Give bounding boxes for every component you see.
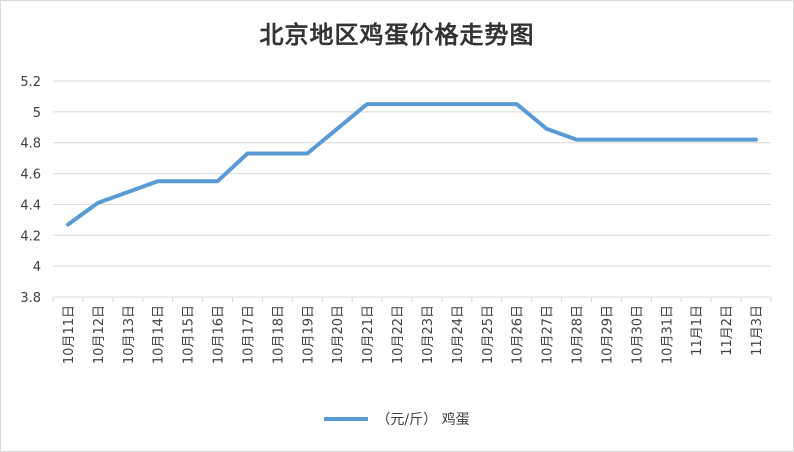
x-tick-label: 10月18日 [271, 305, 286, 364]
x-tick-label: 10月30日 [630, 305, 645, 364]
x-tick-label: 10月19日 [301, 305, 316, 364]
x-tick-label: 10月31日 [660, 305, 675, 364]
data-point [305, 152, 309, 156]
x-tick-label: 10月12日 [92, 305, 107, 364]
data-point [156, 179, 160, 183]
series-line [66, 102, 758, 227]
legend-label: （元/斤） 鸡蛋 [376, 412, 470, 428]
x-tick-label: 11月2日 [720, 305, 735, 356]
y-tick-label: 5.2 [20, 75, 41, 90]
data-point [575, 138, 579, 142]
x-axis [52, 296, 772, 302]
y-tick-label: 3.8 [20, 291, 41, 306]
data-point [455, 102, 459, 106]
data-point [545, 127, 549, 131]
y-tick-label: 4.4 [20, 198, 41, 213]
x-tick-label: 10月27日 [541, 305, 556, 364]
x-tick-label: 10月14日 [152, 305, 167, 364]
legend-swatch [324, 417, 369, 421]
x-tick-label: 10月13日 [122, 305, 137, 364]
data-point [275, 152, 279, 156]
gridlines [53, 80, 771, 267]
data-point [485, 102, 489, 106]
data-point [604, 138, 608, 142]
data-point [126, 190, 130, 194]
x-tick-label: 11月1日 [690, 305, 705, 356]
x-tick-label: 10月16日 [212, 305, 227, 364]
x-tick-label: 10月15日 [182, 305, 197, 364]
data-point [395, 102, 399, 106]
x-tick-label: 10月24日 [451, 305, 466, 364]
x-tick-label: 10月22日 [391, 305, 406, 364]
y-tick-label: 4.6 [20, 168, 41, 183]
y-tick-label: 5 [33, 106, 41, 121]
data-point [335, 127, 339, 131]
x-tick-label: 10月25日 [481, 305, 496, 364]
y-axis-ticks: 3.8 4 4.2 4.4 4.6 4.8 5 5.2 [20, 75, 41, 306]
chart-title: 北京地区鸡蛋价格走势图 [259, 20, 535, 49]
x-tick-label: 10月29日 [600, 305, 615, 364]
data-point [216, 179, 220, 183]
legend: （元/斤） 鸡蛋 [1, 409, 793, 429]
data-point [425, 102, 429, 106]
data-point [634, 138, 638, 142]
data-point [66, 222, 70, 226]
data-point [96, 201, 100, 205]
data-point [365, 102, 369, 106]
data-point [694, 138, 698, 142]
x-axis-ticks: 10月11日 10月12日 10月13日 10月14日 10月15日 10月16日 10月1… [62, 305, 765, 364]
data-point [664, 138, 668, 142]
x-tick-label: 10月20日 [331, 305, 346, 364]
x-tick-label: 11月3日 [750, 305, 765, 356]
x-tick-label: 10月23日 [421, 305, 436, 364]
x-tick-label: 10月28日 [571, 305, 586, 364]
y-tick-label: 4.2 [20, 229, 41, 244]
series-layer [66, 102, 758, 227]
x-tick-label: 10月17日 [241, 305, 256, 364]
data-point [515, 102, 519, 106]
data-point [186, 179, 190, 183]
data-point [245, 152, 249, 156]
x-tick-label: 10月11日 [62, 305, 77, 364]
y-tick-label: 4 [33, 260, 41, 275]
data-point [754, 138, 758, 142]
y-tick-label: 4.8 [20, 137, 41, 152]
data-point [724, 138, 728, 142]
x-tick-label: 10月26日 [511, 305, 526, 364]
x-tick-label: 10月21日 [361, 305, 376, 364]
